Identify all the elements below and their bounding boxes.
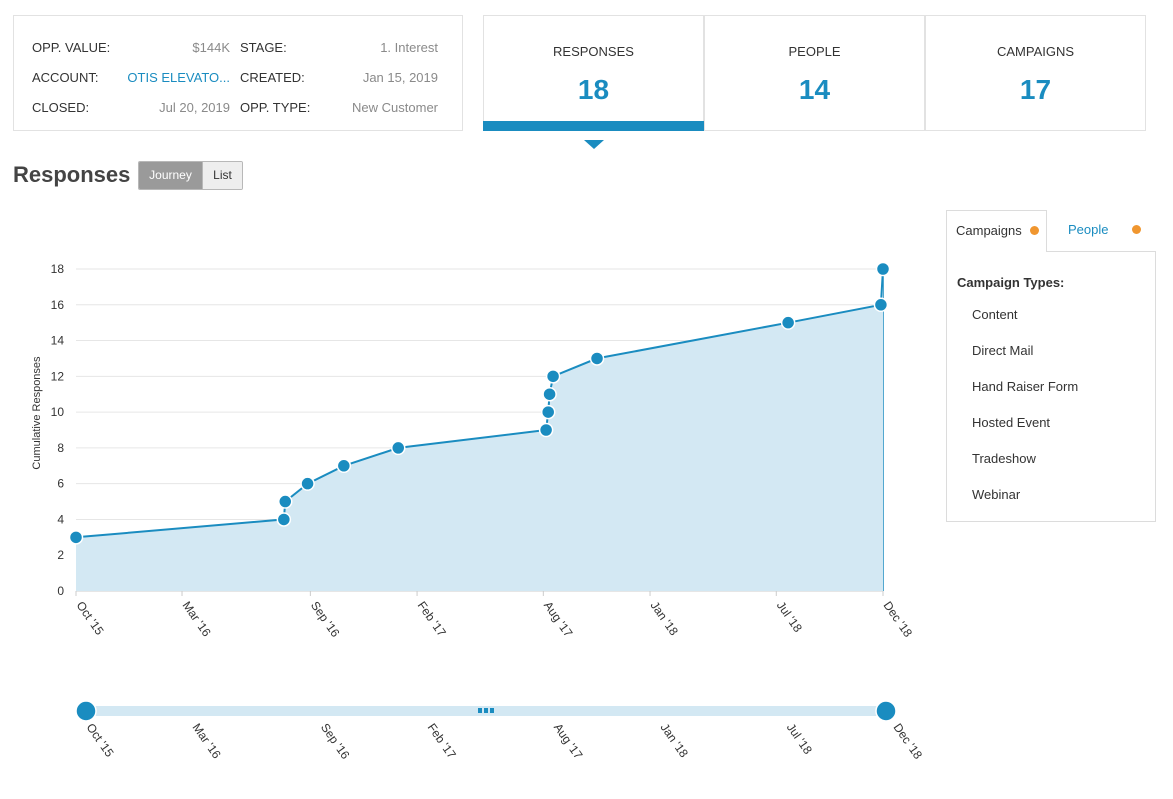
responses-count: 18 <box>577 74 610 105</box>
campaign-types-title: Campaign Types: <box>957 275 1065 290</box>
people-count: 14 <box>798 74 831 105</box>
range-tick-label: Mar '16 <box>190 721 224 760</box>
data-point[interactable] <box>336 458 352 474</box>
y-tick-label: 18 <box>51 262 65 276</box>
grip-icon[interactable] <box>484 708 488 713</box>
range-tick-label: Jul '18 <box>784 721 815 757</box>
data-point[interactable] <box>390 440 406 456</box>
data-point[interactable] <box>875 261 891 277</box>
range-tick-label: Feb '17 <box>425 721 459 760</box>
list-toggle-button[interactable]: List <box>202 162 242 189</box>
y-tick-label: 16 <box>51 298 65 312</box>
campaign-type-item[interactable]: Direct Mail <box>972 343 1034 358</box>
data-point[interactable] <box>277 494 293 509</box>
data-point[interactable] <box>873 297 889 313</box>
opportunity-summary-card: OPP. VALUE: $144K STAGE: 1. Interest ACC… <box>13 15 463 131</box>
active-tab-indicator <box>483 121 704 131</box>
responses-chart: 0 2 4 6 8 10 12 14 16 18 Oct '15 Mar '16 Sep '16 Feb… <box>31 261 926 760</box>
data-point[interactable] <box>300 476 315 491</box>
x-tick-label: Mar '16 <box>180 599 214 640</box>
account-link[interactable]: OTIS ELEVATO... <box>127 70 230 85</box>
y-tick-label: 6 <box>57 477 64 491</box>
tab-people[interactable]: PEOPLE 14 <box>704 15 925 131</box>
campaigns-label: CAMPAIGNS <box>996 44 1075 59</box>
y-tick-label: 8 <box>57 441 64 455</box>
y-tick-label: 4 <box>57 512 64 526</box>
x-tick-label: Sep '16 <box>308 599 343 640</box>
opp-value-label: OPP. VALUE: <box>32 40 111 55</box>
range-selector[interactable]: Oct '15 Mar '16 Sep '16 Feb '17 Aug '17 Jan '… <box>75 700 926 760</box>
tab-filter-people[interactable]: People <box>1056 210 1156 252</box>
x-tick-label: Oct '15 <box>74 599 107 638</box>
view-toggle: Journey List <box>138 161 243 190</box>
campaigns-tab-label: Campaigns <box>956 223 1022 238</box>
y-tick-label: 0 <box>57 584 64 598</box>
people-label: PEOPLE <box>788 44 841 59</box>
x-tick-label: Dec '18 <box>881 599 916 640</box>
campaign-type-item[interactable]: Content <box>972 307 1018 322</box>
data-point[interactable] <box>538 422 554 438</box>
y-tick-label: 10 <box>51 405 65 419</box>
y-axis-label: Cumulative Responses <box>31 356 43 470</box>
opp-value: $144K <box>192 40 230 55</box>
range-end-handle[interactable] <box>875 700 897 722</box>
responses-label: RESPONSES <box>553 44 634 59</box>
grip-icon[interactable] <box>490 708 494 713</box>
range-tick-label: Aug '17 <box>551 721 586 760</box>
data-point[interactable] <box>540 404 556 420</box>
opp-row: ACCOUNT: OTIS ELEVATO... CREATED: Jan 15… <box>14 70 462 90</box>
page-title: Responses <box>13 162 131 187</box>
range-tick-label: Oct '15 <box>84 721 117 760</box>
indicator-dot-icon <box>1029 226 1039 235</box>
campaign-types-panel: Campaign Types: Content Direct Mail Hand… <box>946 251 1156 522</box>
campaigns-count: 17 <box>1019 74 1052 105</box>
campaign-type-item[interactable]: Webinar <box>972 487 1021 502</box>
y-tick-label: 14 <box>51 334 65 348</box>
x-tick-label: Jan '18 <box>648 599 682 639</box>
tab-filter-campaigns[interactable]: Campaigns <box>946 210 1047 252</box>
people-tab-label: People <box>1068 222 1109 237</box>
stage-value: 1. Interest <box>380 40 438 55</box>
campaign-type-item[interactable]: Hosted Event <box>972 415 1051 430</box>
range-start-handle[interactable] <box>75 700 97 722</box>
data-points <box>68 261 891 545</box>
campaign-type-item[interactable]: Hand Raiser Form <box>972 379 1079 394</box>
data-point[interactable] <box>68 530 84 545</box>
account-label: ACCOUNT: <box>32 70 99 85</box>
x-axis: Oct '15 Mar '16 Sep '16 Feb '17 Aug '17 Jan '… <box>74 591 916 640</box>
grip-icon[interactable] <box>478 708 482 713</box>
x-tick-label: Feb '17 <box>415 599 449 640</box>
created-value: Jan 15, 2019 <box>362 70 438 85</box>
created-label: CREATED: <box>240 70 305 85</box>
filter-tabs: Campaigns People <box>946 210 1156 252</box>
closed-value: Jul 20, 2019 <box>159 100 230 115</box>
range-tick-label: Jan '18 <box>658 721 692 760</box>
y-tick-label: 2 <box>57 548 64 562</box>
data-point[interactable] <box>542 386 557 402</box>
data-point[interactable] <box>589 351 605 366</box>
opp-row: OPP. VALUE: $144K STAGE: 1. Interest <box>14 40 462 60</box>
stage-label: STAGE: <box>240 40 287 55</box>
y-axis: 0 2 4 6 8 10 12 14 16 18 <box>51 262 65 598</box>
opp-type-label: OPP. TYPE: <box>240 100 311 115</box>
data-point[interactable] <box>780 315 796 330</box>
opp-type-value: New Customer <box>352 100 438 115</box>
caret-down-icon <box>583 140 604 149</box>
x-tick-label: Jul '18 <box>774 599 805 635</box>
y-tick-label: 12 <box>51 369 65 383</box>
tab-campaigns[interactable]: CAMPAIGNS 17 <box>925 15 1146 131</box>
data-point[interactable] <box>276 512 292 527</box>
opp-row: CLOSED: Jul 20, 2019 OPP. TYPE: New Cust… <box>14 100 462 120</box>
journey-toggle-button[interactable]: Journey <box>139 162 202 189</box>
range-tick-label: Dec '18 <box>891 721 926 760</box>
closed-label: CLOSED: <box>32 100 90 115</box>
area-fill <box>76 269 883 591</box>
tab-responses[interactable]: RESPONSES 18 <box>483 15 704 149</box>
range-tick-label: Sep '16 <box>318 721 353 760</box>
campaign-type-item[interactable]: Tradeshow <box>972 451 1036 466</box>
data-point[interactable] <box>545 369 561 384</box>
x-tick-label: Aug '17 <box>541 599 576 640</box>
indicator-dot-icon <box>1132 225 1142 234</box>
